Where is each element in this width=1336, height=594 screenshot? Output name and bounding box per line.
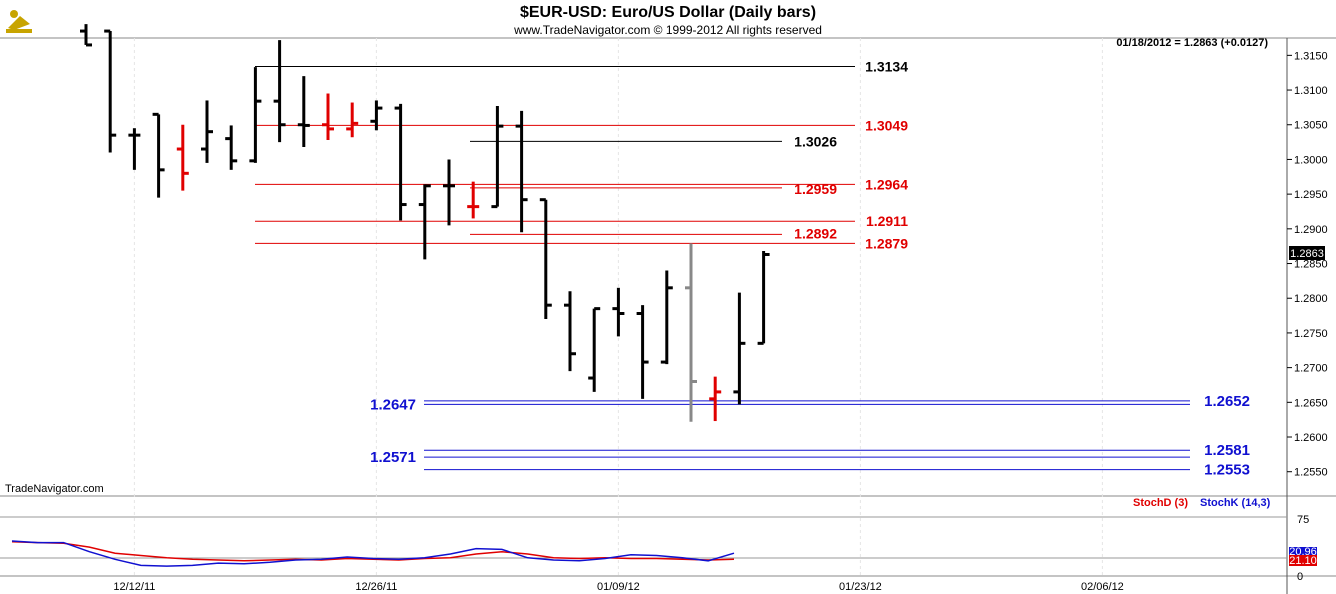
price-bars xyxy=(80,24,770,422)
ohlc-bar xyxy=(322,93,334,141)
level-label: 1.3134 xyxy=(865,58,908,74)
ohlc-bar xyxy=(80,24,92,47)
level-label: 1.2647 xyxy=(370,396,416,413)
level-label: 1.2553 xyxy=(1204,462,1250,479)
x-tick-label: 12/26/11 xyxy=(355,581,397,593)
x-tick-label: 01/09/12 xyxy=(597,581,640,593)
level-label: 1.2571 xyxy=(370,449,416,466)
ohlc-bar xyxy=(152,112,165,198)
ohlc-bar xyxy=(249,67,262,163)
level-label: 1.3049 xyxy=(865,117,908,133)
level-label: 1.2911 xyxy=(866,213,908,229)
ohlc-bar xyxy=(636,305,649,399)
ohlc-bar xyxy=(660,270,673,365)
x-tick-label: 01/23/12 xyxy=(839,581,882,593)
level-label: 1.2959 xyxy=(794,181,837,197)
y-tick-label: 1.2950 xyxy=(1294,189,1328,201)
stochastic-lines xyxy=(11,540,735,567)
stochd-legend: StochD (3) xyxy=(1133,497,1188,509)
ohlc-bar xyxy=(225,125,238,170)
chart-title: $EUR-USD: Euro/US Dollar (Daily bars) xyxy=(520,4,816,21)
current-price-label: 1.2863 xyxy=(1290,248,1324,260)
y-tick-label: 1.2550 xyxy=(1294,467,1328,479)
current-price-marker xyxy=(1289,246,1325,260)
stochd-value-marker xyxy=(1289,555,1317,566)
ohlc-bar xyxy=(733,292,746,405)
support-resistance-levels: 1.3134 1.3049 1.3026 1.2964 1.2959 1.2911 1.28… xyxy=(255,58,1250,479)
stoch-series-line xyxy=(11,541,735,562)
ohlc-bar xyxy=(346,102,359,138)
ohlc-bar xyxy=(467,181,480,219)
y-tick-label: 1.2750 xyxy=(1294,328,1328,340)
y-tick-label: 1.3050 xyxy=(1294,120,1328,132)
y-tick-label: 1.2800 xyxy=(1294,293,1328,305)
ohlc-bar xyxy=(128,128,141,170)
ohlc-bar xyxy=(297,76,310,147)
y-tick-label: 1.3000 xyxy=(1294,154,1328,166)
y-tick-label: 1.3150 xyxy=(1294,50,1328,62)
x-tick-label: 12/12/11 xyxy=(113,581,155,593)
y-tick-label: 1.2700 xyxy=(1294,363,1328,375)
stochk-value-marker xyxy=(1289,547,1317,556)
stoch-y-tick-label: 0 xyxy=(1297,571,1303,583)
y-tick-label: 1.2650 xyxy=(1294,397,1328,409)
trade-navigator-logo-icon xyxy=(6,10,32,33)
stoch-series-line xyxy=(11,540,735,567)
quote-readout: 01/18/2012 = 1.2863 (+0.0127) xyxy=(1116,37,1268,49)
stoch-y-tick-label: 75 xyxy=(1297,514,1309,526)
ohlc-bar xyxy=(443,159,455,226)
ohlc-bar xyxy=(201,100,213,163)
level-label: 1.2892 xyxy=(794,225,837,241)
y-tick-label: 1.2600 xyxy=(1294,432,1328,444)
stoch-y-axis: 75 0 xyxy=(1297,514,1309,583)
ohlc-bar xyxy=(612,287,625,337)
level-label: 1.2652 xyxy=(1204,393,1250,410)
y-tick-label: 1.2900 xyxy=(1294,224,1328,236)
chart-subtitle: www.TradeNavigator.com © 1999-2012 All r… xyxy=(513,23,822,37)
date-x-axis: 12/12/11 12/26/11 01/09/12 01/23/12 02/06/12 xyxy=(113,581,1123,593)
level-label: 1.3026 xyxy=(794,133,837,149)
price-y-axis: 1.3150 1.3100 1.3050 1.3000 1.2950 1.2900 1.28… xyxy=(1287,50,1328,479)
watermark: TradeNavigator.com xyxy=(5,483,104,495)
stochk-legend: StochK (14,3) xyxy=(1200,497,1271,509)
level-label: 1.2879 xyxy=(865,235,908,251)
ohlc-bar xyxy=(709,376,722,422)
ohlc-bar xyxy=(515,110,528,233)
ohlc-bar xyxy=(394,103,407,221)
level-label: 1.2581 xyxy=(1204,442,1250,459)
ohlc-bar xyxy=(491,106,504,209)
ohlc-bar xyxy=(685,243,697,422)
ohlc-bar xyxy=(539,198,552,320)
ohlc-bar xyxy=(176,124,189,191)
level-label: 1.2964 xyxy=(865,176,908,192)
ohlc-bar xyxy=(370,100,383,131)
ohlc-bar xyxy=(418,184,431,260)
y-tick-label: 1.3100 xyxy=(1294,85,1328,97)
stochd-value-label: 21.10 xyxy=(1289,555,1317,567)
y-tick-label: 1.2850 xyxy=(1294,259,1328,271)
x-tick-label: 02/06/12 xyxy=(1081,581,1124,593)
ohlc-bar xyxy=(564,291,576,372)
ohlc-bar xyxy=(273,40,286,143)
ohlc-bar xyxy=(104,29,117,153)
ohlc-bar xyxy=(757,251,770,345)
ohlc-bar xyxy=(588,307,601,392)
